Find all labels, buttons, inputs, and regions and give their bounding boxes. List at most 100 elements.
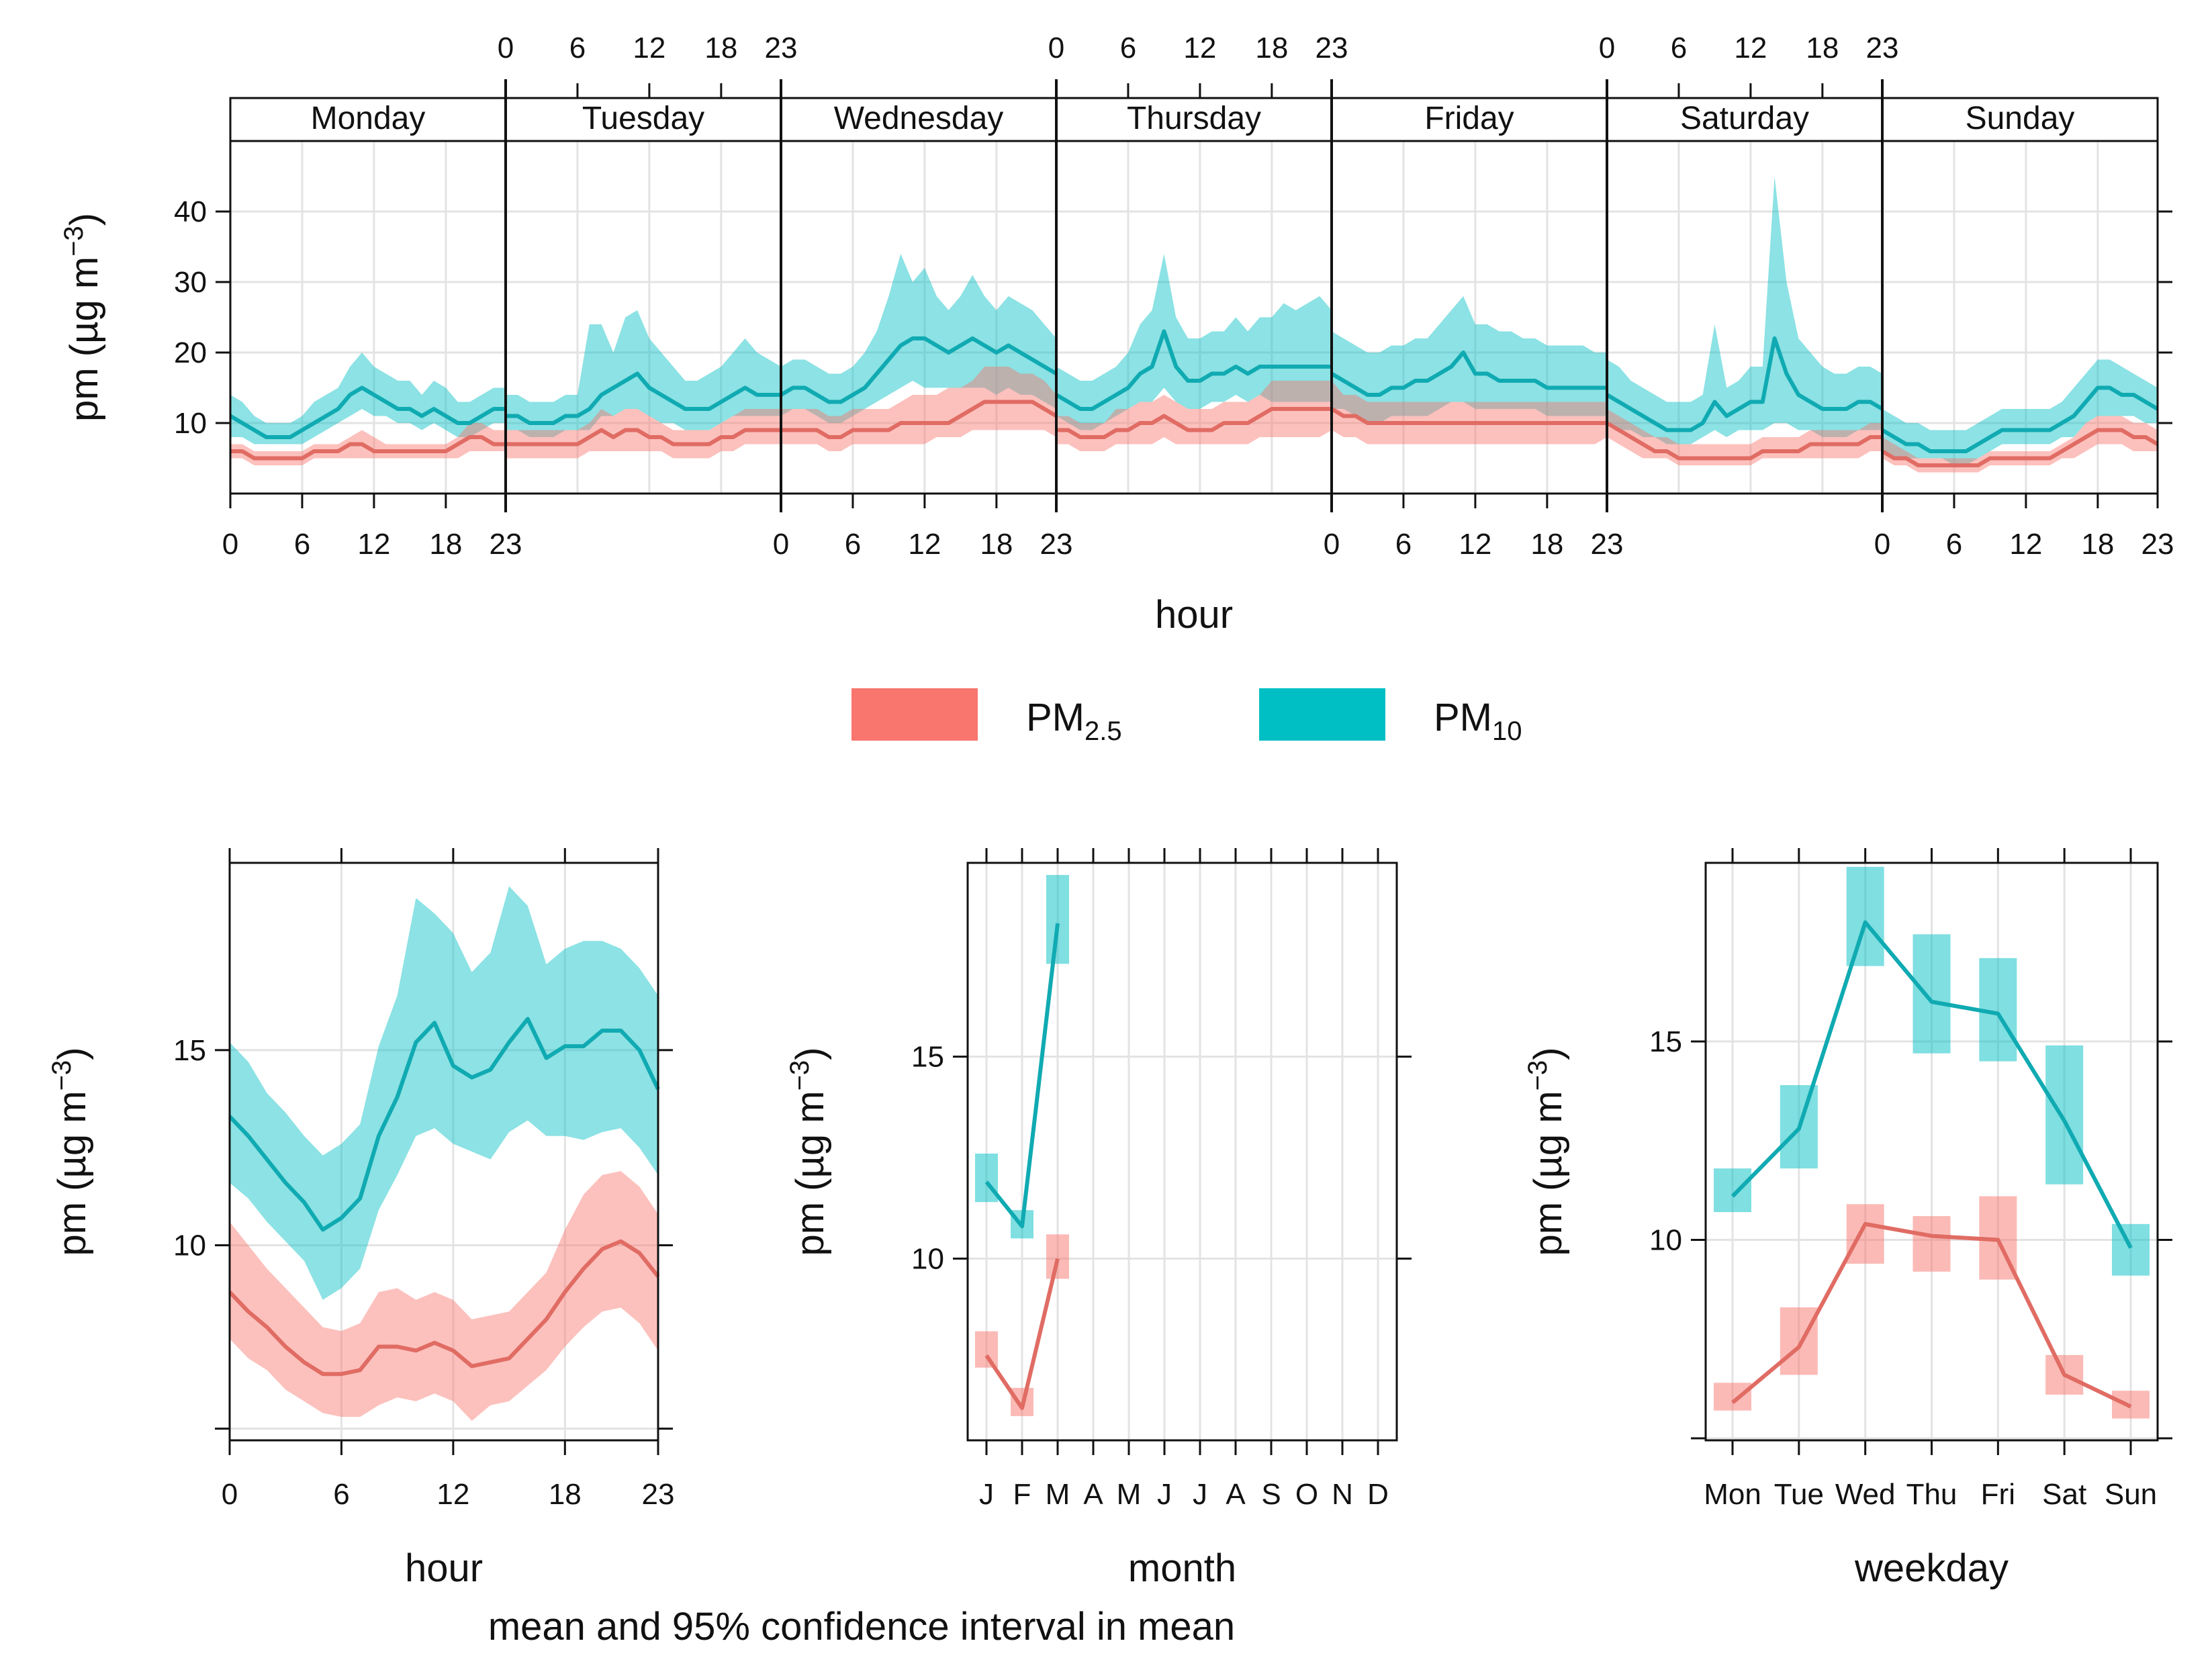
x-tick-label: 0 [773,528,789,561]
x-tick-label: Sun [2105,1478,2157,1511]
x-tick-label-top: 18 [1806,32,1839,64]
legend-swatch-pm10 [1259,688,1385,741]
legend: PM2.5 PM10 [851,688,1522,746]
strip-label-sunday: Sunday [1966,101,2075,136]
x-tick-label: 0 [1324,528,1340,561]
x-tick-label: S [1261,1478,1281,1511]
mean-line-pm25-thursday [1056,407,1332,439]
ci-box-pm25 [1846,1204,1884,1264]
x-tick-label: 23 [642,1478,675,1511]
ci-box-pm25 [1913,1216,1951,1272]
x-tick-label: 23 [1591,528,1624,561]
x-tick-label: 18 [2081,528,2114,561]
legend-swatch-pm25 [851,688,978,741]
x-tick-label-top: 12 [1734,32,1767,64]
strip-label-saturday: Saturday [1680,101,1809,136]
y-axis-label-main: pm (µg m [62,257,106,422]
x-tick-label-top: 23 [1316,32,1348,64]
x-tick-label-top: 12 [633,32,665,64]
ci-box-pm25 [1780,1307,1818,1375]
x-tick-label-top: 6 [1671,32,1687,64]
x-tick-label: 12 [908,528,941,561]
weekly-hourly-panel: Monday Tuesday Wednesday Thursday Friday Satu… [59,32,2174,637]
mean-line-pm10-thursday [1055,329,1332,411]
mean-line-pm10 [1731,920,2133,1249]
x-tick-label: 18 [980,528,1013,561]
ci-box-pm10 [1913,934,1951,1054]
ci-band-pm10-saturday [1607,176,1882,445]
ci-band-pm25-thursday [1056,381,1332,451]
x-tick-label: N [1332,1478,1353,1511]
ci-band-pm25 [230,1171,658,1421]
ci-band-pm10 [230,886,658,1300]
x-tick-label: 18 [429,528,462,561]
ci-band-pm10-sunday [1882,359,2158,465]
y-axis-label-top: pm (µg m−3) [59,213,106,422]
x-tick-label: J [1193,1478,1207,1511]
strip-label-thursday: Thursday [1127,101,1261,136]
x-tick-label: 12 [2009,528,2042,561]
mean-line-pm10-saturday [1606,336,1884,432]
x-tick-label-top: 0 [498,32,514,64]
x-tick-label: 6 [294,528,310,561]
y-axis-label-main: pm (µg m [50,1090,94,1256]
x-tick-label: 12 [436,1478,469,1511]
x-tick-label: M [1117,1478,1142,1511]
x-tick-label: 23 [1040,528,1073,561]
ci-band-pm10-monday [230,353,506,445]
legend-label-pm10: PM10 [1434,696,1522,746]
mean-line-pm10-tuesday [506,371,781,425]
y-axis-label-hour-panel: pm (µg m−3) [47,1047,94,1256]
x-axis-label: hour [405,1546,483,1590]
x-tick-label-top: 23 [1866,32,1899,64]
ci-box-pm10 [1046,875,1069,964]
y-tick-label: 20 [174,336,207,369]
mean-line-pm25-wednesday [781,400,1058,439]
panel-frame [966,862,1398,1442]
strip-background [229,97,2159,142]
y-tick-label: 40 [174,195,207,228]
x-axis-label: weekday [1854,1546,2009,1590]
strip-label-tuesday: Tuesday [582,101,704,136]
ci-box-pm25 [1714,1383,1751,1411]
mean-line-pm10-friday [1330,351,1607,397]
mean-line-pm25 [228,1239,660,1377]
mean-line-pm10-monday [229,385,506,439]
x-tick-label: A [1083,1478,1103,1511]
x-tick-label: 0 [1874,528,1890,561]
x-tick-label: 0 [222,528,238,561]
mean-line-pm25-tuesday [506,428,781,447]
mean-line-pm25 [984,1258,1060,1410]
x-tick-label: 6 [1395,528,1412,561]
x-tick-label: 18 [1530,528,1563,561]
ci-box-pm10 [1714,1168,1751,1213]
mean-line-pm10 [984,923,1060,1229]
mean-line-pm25-sunday [1881,428,2159,467]
x-tick-label: Tue [1774,1478,1824,1511]
x-tick-label: 23 [490,528,522,561]
y-tick-label: 30 [174,266,207,299]
y-axis-label-exponent: −3 [785,1060,815,1091]
ci-box-pm25 [1046,1234,1069,1279]
ci-box-pm25 [975,1331,998,1368]
mean-line-pm25-monday [230,435,506,461]
y-axis-label-close: ) [50,1047,94,1060]
x-tick-label-top: 0 [1048,32,1064,64]
x-tick-label-top: 23 [765,32,798,64]
x-tick-label-top: 18 [1255,32,1288,64]
ci-band-pm25-sunday [1882,416,2158,473]
x-axis-label: hour [1155,593,1233,637]
x-tick-label-top: 12 [1183,32,1216,64]
mean-line-pm10-sunday [1881,385,2159,453]
y-tick-label: 10 [911,1242,944,1275]
x-tick-label-top: 18 [704,32,737,64]
ci-box-pm10 [2112,1223,2150,1276]
y-axis-label-weekday-panel: pm (µg m−3) [1523,1047,1570,1256]
mean-line-pm25-friday [1330,407,1607,425]
strip-label-monday: Monday [311,101,426,136]
x-tick-label: Thu [1906,1478,1957,1511]
x-tick-label-top: 6 [569,32,586,64]
y-axis-label-exponent: −3 [59,226,89,257]
y-axis-label-close: ) [788,1047,832,1060]
